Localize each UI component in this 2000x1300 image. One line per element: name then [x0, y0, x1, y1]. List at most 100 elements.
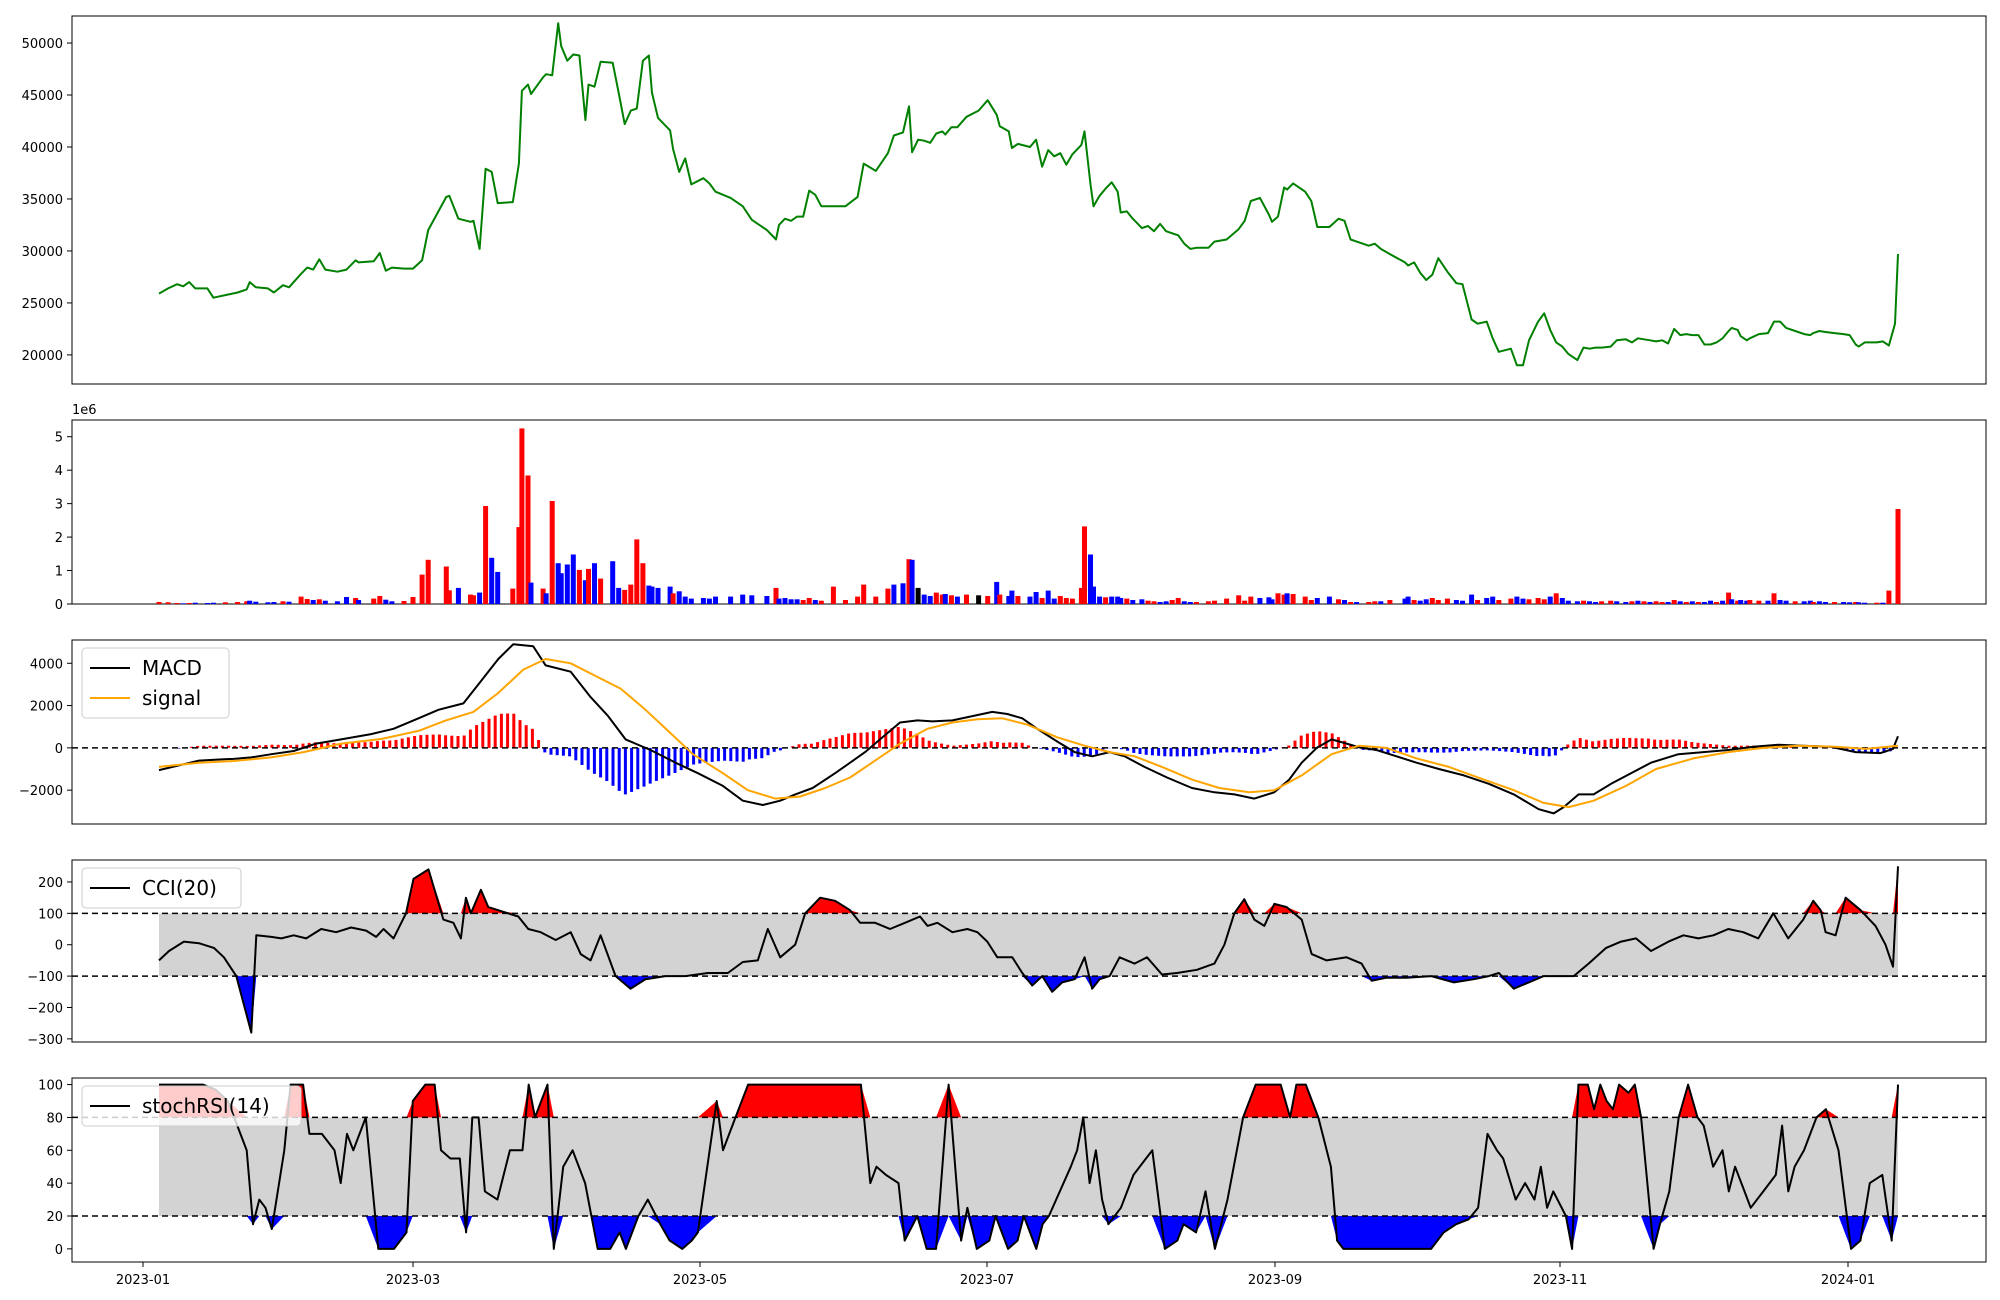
macd-histogram-bar: [927, 740, 931, 748]
cci-band: [159, 913, 1898, 977]
macd-histogram-bar: [1442, 747, 1446, 753]
macd-histogram-bar: [797, 744, 801, 748]
macd-histogram-bar: [1262, 747, 1266, 753]
volume-bar: [192, 602, 198, 604]
volume-bar: [1027, 596, 1033, 604]
macd-histogram-bar: [1876, 747, 1880, 754]
macd-histogram-bar: [1473, 747, 1477, 751]
macd-histogram-bar: [809, 743, 813, 748]
volume-bar: [1777, 600, 1783, 604]
macd-histogram-bar: [1411, 747, 1415, 753]
macd-histogram-bar: [1268, 747, 1272, 751]
volume-bar: [1069, 598, 1075, 604]
volume-bar: [510, 588, 516, 604]
macd-histogram-bar: [1045, 747, 1049, 750]
volume-bar: [564, 564, 570, 604]
macd-histogram-bar: [803, 743, 807, 748]
volume-bar: [353, 598, 359, 604]
volume-bar: [1051, 598, 1057, 604]
stoch-ytick-label: 20: [46, 1210, 63, 1225]
volume-bar: [1284, 593, 1290, 604]
volume-bar: [304, 599, 310, 604]
cci-legend-label: CCI(20): [142, 876, 217, 900]
volume-bar: [401, 601, 407, 604]
macd-histogram-bar: [1560, 747, 1564, 751]
volume-bar: [1541, 599, 1547, 604]
volume-bar: [939, 594, 945, 604]
macd-histogram-bar: [499, 713, 503, 748]
macd-histogram-bar: [828, 738, 832, 748]
volume-bar: [1765, 600, 1771, 604]
volume-plot-frame: [71, 419, 1987, 605]
macd-histogram-bar: [1188, 747, 1192, 757]
macd-histogram-bar: [698, 747, 702, 764]
macd-histogram-bar: [568, 747, 572, 757]
macd-histogram-bar: [1336, 737, 1340, 748]
volume-bar: [1460, 600, 1465, 604]
volume-bar: [749, 595, 755, 604]
macd-histogram-bar: [282, 745, 286, 748]
macd-histogram-bar: [1597, 740, 1601, 748]
macd-histogram-bar: [289, 745, 293, 748]
macd-histogram-bar: [871, 731, 875, 748]
volume-bar: [788, 599, 794, 604]
macd-histogram-bar: [760, 747, 764, 759]
macd-histogram-bar: [1243, 747, 1247, 753]
macd-histogram-bar: [580, 747, 584, 765]
macd-histogram-bar: [1064, 747, 1068, 755]
volume-bar: [713, 596, 718, 604]
volume-bar: [1553, 593, 1559, 604]
macd-histogram-bar: [1119, 747, 1123, 750]
macd-histogram-bar: [754, 747, 758, 759]
macd-histogram-bar: [1715, 744, 1719, 748]
macd-histogram-bar: [1467, 747, 1471, 751]
macd-histogram-bar: [1845, 747, 1849, 751]
volume-bar: [210, 602, 216, 604]
volume-bar: [616, 587, 622, 604]
volume-bar: [371, 598, 377, 604]
macd-histogram-bar: [642, 747, 646, 787]
macd-histogram-bar: [1671, 739, 1675, 748]
macd-histogram-bar: [419, 735, 423, 748]
macd-histogram-bar: [685, 747, 689, 768]
macd-histogram-bar: [1665, 739, 1669, 748]
macd-histogram-bar: [555, 747, 559, 756]
macd-histogram-bar: [1578, 738, 1582, 748]
price-ytick-label: 45000: [22, 89, 63, 104]
volume-bar: [540, 588, 546, 604]
macd-histogram-bar: [1020, 742, 1024, 748]
macd-histogram-bar: [1250, 747, 1254, 754]
price-ytick-label: 50000: [22, 37, 63, 52]
stochrsi-panel: 100 80 60 40 20 0 stochRSI(14): [38, 1077, 1987, 1263]
volume-bar: [1677, 601, 1683, 604]
macd-histogram-bar: [1702, 743, 1706, 748]
macd-histogram-bar: [1237, 747, 1241, 753]
macd-histogram-bar: [369, 741, 373, 748]
macd-histogram-bar: [524, 725, 528, 748]
volume-bar: [1124, 598, 1130, 604]
volume-panel: 5 4 3 2 1 0 1e6: [55, 403, 1987, 613]
volume-bar: [1057, 596, 1063, 604]
macd-histogram-bar: [258, 745, 262, 748]
volume-bar: [1714, 602, 1719, 604]
volume-bar: [1082, 526, 1087, 604]
macd-ytick-label: −2000: [19, 784, 63, 799]
volume-bar: [455, 587, 461, 604]
macd-histogram-bar: [834, 737, 838, 748]
macd-histogram-bar: [1194, 747, 1198, 756]
macd-histogram-bar: [1417, 747, 1421, 753]
macd-histogram-bar: [1405, 747, 1409, 753]
macd-histogram-bar: [561, 747, 565, 756]
volume-bar: [682, 596, 688, 604]
volume-bar: [1816, 601, 1822, 604]
volume-bar: [298, 596, 304, 604]
volume-bar: [997, 594, 1003, 604]
macd-histogram-bar: [1002, 742, 1006, 748]
volume-bar: [1015, 596, 1021, 604]
macd-histogram-bar: [1572, 740, 1576, 748]
x-tick-label: 2023-05: [673, 1273, 727, 1288]
volume-bar: [410, 597, 416, 604]
volume-bar: [334, 601, 340, 604]
shared-x-axis: 2023-01 2023-03 2023-05 2023-07 2023-09 2023-…: [116, 1262, 1875, 1288]
volume-bar: [1308, 600, 1314, 604]
